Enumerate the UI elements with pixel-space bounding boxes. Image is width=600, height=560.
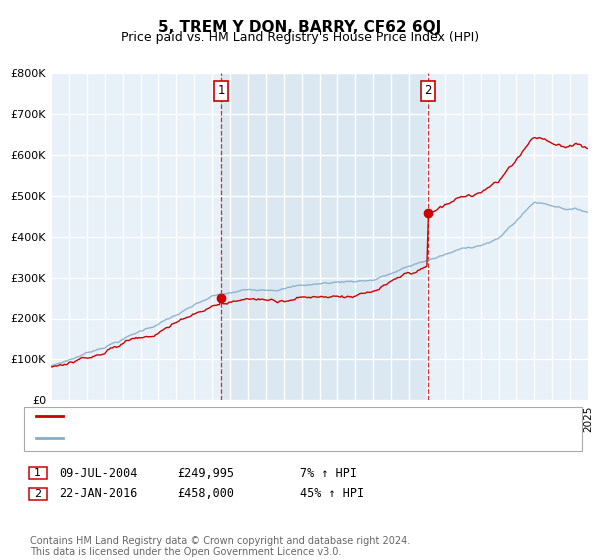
Text: 2: 2 <box>34 489 41 499</box>
Text: Price paid vs. HM Land Registry's House Price Index (HPI): Price paid vs. HM Land Registry's House … <box>121 31 479 44</box>
Text: 22-JAN-2016: 22-JAN-2016 <box>59 487 137 501</box>
Text: 1: 1 <box>34 468 41 478</box>
Text: 5, TREM Y DON, BARRY, CF62 6QJ (detached house): 5, TREM Y DON, BARRY, CF62 6QJ (detached… <box>69 410 357 421</box>
Text: HPI: Average price, detached house, Vale of Glamorgan: HPI: Average price, detached house, Vale… <box>69 433 379 443</box>
Bar <box>221 73 428 400</box>
Text: 45% ↑ HPI: 45% ↑ HPI <box>300 487 364 501</box>
Text: 09-JUL-2004: 09-JUL-2004 <box>59 466 137 480</box>
Text: 2: 2 <box>424 85 431 97</box>
Text: £249,995: £249,995 <box>177 466 234 480</box>
Text: Contains HM Land Registry data © Crown copyright and database right 2024.
This d: Contains HM Land Registry data © Crown c… <box>30 535 410 557</box>
Text: £458,000: £458,000 <box>177 487 234 501</box>
Text: 7% ↑ HPI: 7% ↑ HPI <box>300 466 357 480</box>
Text: 1: 1 <box>218 85 225 97</box>
Text: 5, TREM Y DON, BARRY, CF62 6QJ: 5, TREM Y DON, BARRY, CF62 6QJ <box>158 20 442 35</box>
